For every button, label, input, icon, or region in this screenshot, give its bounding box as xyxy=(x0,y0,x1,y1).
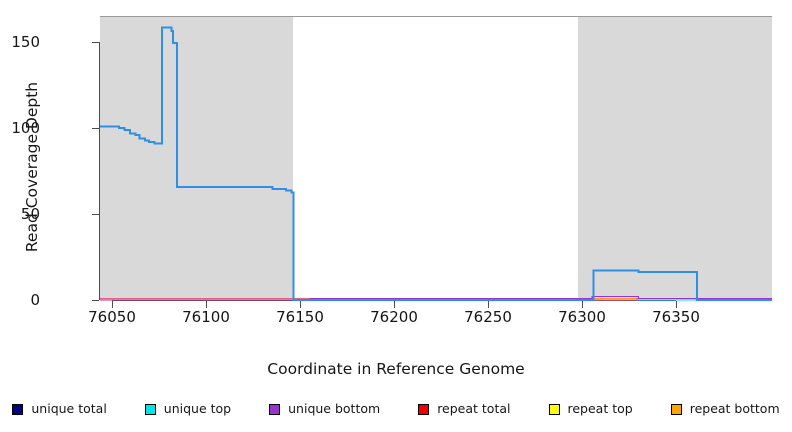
legend-item-repeat-bottom[interactable]: repeat bottom xyxy=(670,400,780,416)
x-tick-76050 xyxy=(112,301,113,308)
y-tick-0 xyxy=(92,300,99,301)
legend-swatch-icon xyxy=(548,403,560,415)
legend-item-unique-total[interactable]: unique total xyxy=(12,400,107,416)
y-axis-line xyxy=(99,42,100,300)
y-tick-100 xyxy=(92,128,99,129)
y-tick-label-50: 50 xyxy=(20,205,40,223)
y-tick-label-0: 0 xyxy=(30,291,40,309)
legend-item-repeat-top[interactable]: repeat top xyxy=(548,400,633,416)
x-tick-label-76100: 76100 xyxy=(182,308,230,326)
legend-label: unique total xyxy=(31,400,107,416)
x-tick-label-76300: 76300 xyxy=(558,308,606,326)
x-tick-label-76200: 76200 xyxy=(370,308,418,326)
x-axis-title: Coordinate in Reference Genome xyxy=(267,360,525,378)
legend-swatch-icon xyxy=(670,403,682,415)
legend-swatch-icon xyxy=(418,403,430,415)
shaded-region-right xyxy=(578,17,772,300)
shaded-region-left xyxy=(100,17,293,300)
legend-swatch-icon xyxy=(269,403,281,415)
x-tick-label-76250: 76250 xyxy=(464,308,512,326)
y-tick-50 xyxy=(92,214,99,215)
legend-item-repeat-total[interactable]: repeat total xyxy=(418,400,511,416)
x-tick-label-76350: 76350 xyxy=(652,308,700,326)
legend-label: repeat top xyxy=(567,400,633,416)
x-tick-76350 xyxy=(676,301,677,308)
plot-top-border xyxy=(100,16,772,17)
chart-legend: unique total unique top unique bottom repea… xyxy=(0,398,792,420)
legend-swatch-icon xyxy=(12,403,24,415)
y-tick-label-100: 100 xyxy=(11,119,40,137)
y-tick-150 xyxy=(92,42,99,43)
x-tick-label-76150: 76150 xyxy=(276,308,324,326)
y-tick-label-150: 150 xyxy=(11,33,40,51)
x-tick-76200 xyxy=(394,301,395,308)
x-tick-label-76050: 76050 xyxy=(88,308,136,326)
plot-area xyxy=(100,17,772,300)
x-tick-76250 xyxy=(488,301,489,308)
legend-item-unique-bottom[interactable]: unique bottom xyxy=(269,400,381,416)
legend-swatch-icon xyxy=(144,403,156,415)
x-tick-76300 xyxy=(582,301,583,308)
legend-label: unique bottom xyxy=(288,400,381,416)
series-line-unique-total xyxy=(100,26,772,301)
x-tick-76150 xyxy=(300,301,301,308)
legend-item-unique-top[interactable]: unique top xyxy=(144,400,232,416)
x-tick-76100 xyxy=(206,301,207,308)
legend-label: unique top xyxy=(163,400,232,416)
legend-label: repeat total xyxy=(437,400,511,416)
legend-label: repeat bottom xyxy=(689,400,780,416)
